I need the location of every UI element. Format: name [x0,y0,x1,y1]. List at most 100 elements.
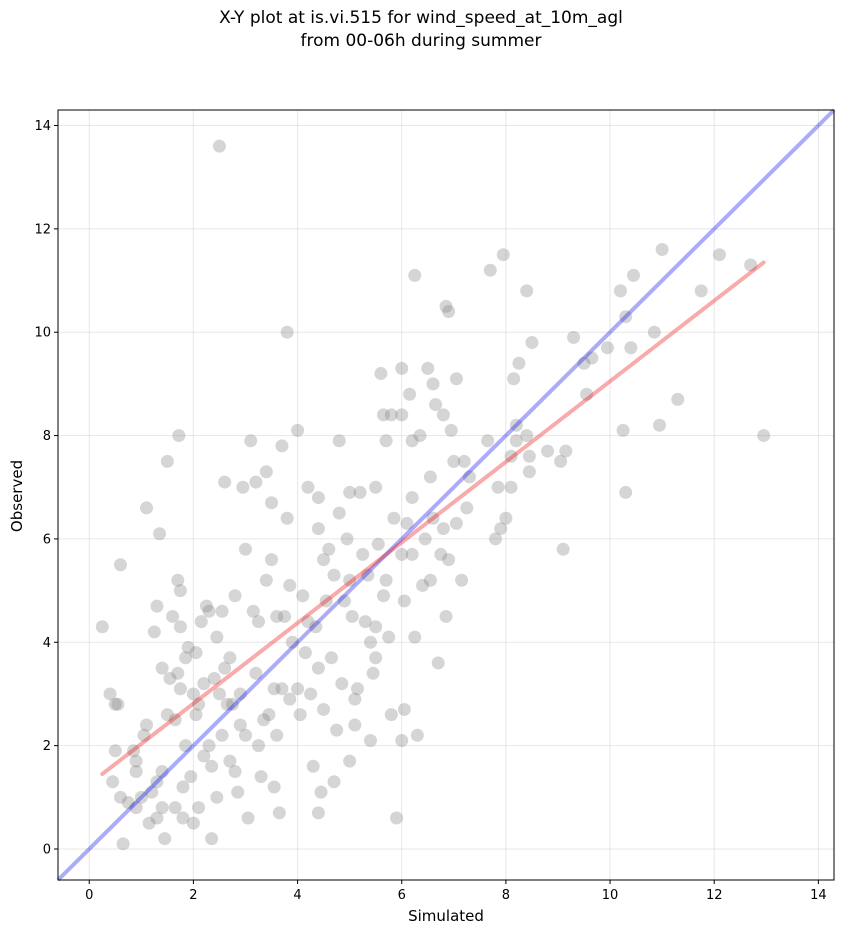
data-point [444,423,458,437]
data-point [356,547,370,561]
data-point [379,434,393,448]
data-point [431,656,445,670]
data-point [272,806,286,820]
data-point [395,408,409,422]
data-point [262,708,276,722]
data-point [311,806,325,820]
data-point [205,832,219,846]
data-point [600,341,614,355]
data-point [436,522,450,536]
data-point [179,651,193,665]
data-point [140,718,154,732]
data-point [585,351,599,365]
data-point [384,708,398,722]
data-point [403,387,417,401]
reference-lines [56,108,836,882]
data-point [488,532,502,546]
data-point [166,609,180,623]
data-point [525,336,539,350]
data-point [140,501,154,515]
data-point [137,728,151,742]
data-point [353,485,367,499]
data-point [142,816,156,830]
data-point [129,801,143,815]
data-point [413,429,427,443]
data-point [395,733,409,747]
data-point [327,568,341,582]
data-point [653,418,667,432]
data-point [626,268,640,282]
data-point [218,661,232,675]
data-point [613,284,627,298]
data-point [283,692,297,706]
data-point [439,609,453,623]
data-point [317,553,331,567]
x-tick-label: 10 [602,888,619,903]
data-point [270,728,284,742]
data-point [265,553,279,567]
data-point [218,475,232,489]
data-point [238,542,252,556]
data-point [111,697,125,711]
data-point [212,139,226,153]
data-point [293,708,307,722]
data-point [449,516,463,530]
data-point [173,682,187,696]
data-point [481,434,495,448]
data-point [197,677,211,691]
data-point [520,429,534,443]
data-point [155,661,169,675]
data-point [241,811,255,825]
data-point [215,604,229,618]
data-point [238,728,252,742]
data-point [150,775,164,789]
y-tick-label: 6 [43,532,51,547]
data-point [304,687,318,701]
data-point [171,573,185,587]
data-point [113,790,127,804]
y-tick-label: 2 [43,739,51,754]
chart-title-line1: X-Y plot at is.vi.515 for wind_speed_at_… [219,8,623,28]
data-point [509,418,523,432]
data-point [153,527,167,541]
data-point [395,547,409,561]
data-point [324,651,338,665]
data-point [184,770,198,784]
x-axis-label: Simulated [408,907,484,925]
data-point [455,573,469,587]
data-point [379,573,393,587]
data-point [520,284,534,298]
data-point [619,310,633,324]
data-point [176,811,190,825]
data-point [556,542,570,556]
data-point [220,697,234,711]
data-point [186,687,200,701]
data-point [421,361,435,375]
data-point [504,449,518,463]
data-point [408,268,422,282]
data-point [194,615,208,629]
data-point [275,682,289,696]
data-point [405,547,419,561]
data-point [387,511,401,525]
data-point [416,578,430,592]
data-point [259,465,273,479]
data-point [447,454,461,468]
data-point [199,599,213,613]
data-point [291,423,305,437]
data-point [192,697,206,711]
x-tick-label: 12 [706,888,723,903]
data-point [712,248,726,262]
data-point [215,728,229,742]
data-point [186,816,200,830]
data-point [236,480,250,494]
data-point [397,702,411,716]
data-point [280,325,294,339]
data-point [410,728,424,742]
data-point [343,485,357,499]
data-point [757,429,771,443]
data-point [330,723,344,737]
data-point [145,785,159,799]
data-point [202,739,216,753]
data-point [129,764,143,778]
